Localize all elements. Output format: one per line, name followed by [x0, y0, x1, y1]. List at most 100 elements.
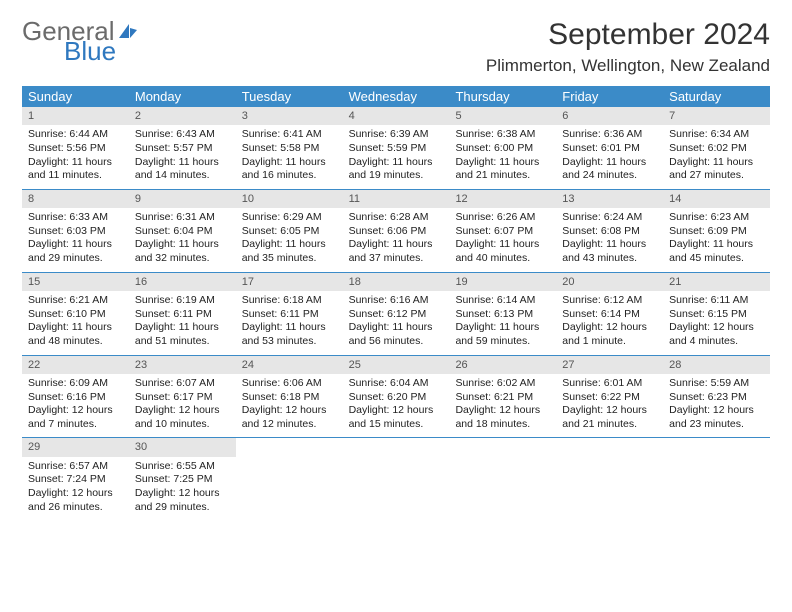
day-cell: 5Sunrise: 6:38 AMSunset: 6:00 PMDaylight… [449, 107, 556, 189]
day-body: Sunrise: 6:28 AMSunset: 6:06 PMDaylight:… [343, 208, 450, 272]
sunset-text: Sunset: 6:23 PM [669, 391, 764, 405]
day-cell: 19Sunrise: 6:14 AMSunset: 6:13 PMDayligh… [449, 273, 556, 355]
day-body: Sunrise: 6:01 AMSunset: 6:22 PMDaylight:… [556, 374, 663, 438]
day-body: Sunrise: 5:59 AMSunset: 6:23 PMDaylight:… [663, 374, 770, 438]
sunset-text: Sunset: 6:12 PM [349, 308, 444, 322]
daylight-text: Daylight: 12 hours and 15 minutes. [349, 404, 444, 431]
week-row: 1Sunrise: 6:44 AMSunset: 5:56 PMDaylight… [22, 107, 770, 190]
day-number: 13 [556, 190, 663, 208]
sunset-text: Sunset: 6:11 PM [242, 308, 337, 322]
day-body: Sunrise: 6:09 AMSunset: 6:16 PMDaylight:… [22, 374, 129, 438]
day-cell: 2Sunrise: 6:43 AMSunset: 5:57 PMDaylight… [129, 107, 236, 189]
day-body: Sunrise: 6:55 AMSunset: 7:25 PMDaylight:… [129, 457, 236, 521]
sunset-text: Sunset: 6:01 PM [562, 142, 657, 156]
day-number: 28 [663, 356, 770, 374]
sunrise-text: Sunrise: 6:16 AM [349, 294, 444, 308]
day-cell: 7Sunrise: 6:34 AMSunset: 6:02 PMDaylight… [663, 107, 770, 189]
sunrise-text: Sunrise: 6:31 AM [135, 211, 230, 225]
day-body: Sunrise: 6:07 AMSunset: 6:17 PMDaylight:… [129, 374, 236, 438]
day-body: Sunrise: 6:04 AMSunset: 6:20 PMDaylight:… [343, 374, 450, 438]
day-cell: 8Sunrise: 6:33 AMSunset: 6:03 PMDaylight… [22, 190, 129, 272]
day-cell: 12Sunrise: 6:26 AMSunset: 6:07 PMDayligh… [449, 190, 556, 272]
sunset-text: Sunset: 6:06 PM [349, 225, 444, 239]
day-body: Sunrise: 6:41 AMSunset: 5:58 PMDaylight:… [236, 125, 343, 189]
daylight-text: Daylight: 12 hours and 7 minutes. [28, 404, 123, 431]
sunset-text: Sunset: 6:17 PM [135, 391, 230, 405]
sunrise-text: Sunrise: 6:41 AM [242, 128, 337, 142]
sunrise-text: Sunrise: 6:07 AM [135, 377, 230, 391]
sunset-text: Sunset: 6:11 PM [135, 308, 230, 322]
day-cell: 17Sunrise: 6:18 AMSunset: 6:11 PMDayligh… [236, 273, 343, 355]
day-body: Sunrise: 6:18 AMSunset: 6:11 PMDaylight:… [236, 291, 343, 355]
day-number: 26 [449, 356, 556, 374]
sunset-text: Sunset: 6:03 PM [28, 225, 123, 239]
sunset-text: Sunset: 6:16 PM [28, 391, 123, 405]
day-cell: 6Sunrise: 6:36 AMSunset: 6:01 PMDaylight… [556, 107, 663, 189]
day-cell: 28Sunrise: 5:59 AMSunset: 6:23 PMDayligh… [663, 356, 770, 438]
empty-cell [556, 438, 663, 520]
weekday-header: Thursday [449, 86, 556, 107]
daylight-text: Daylight: 12 hours and 4 minutes. [669, 321, 764, 348]
day-cell: 13Sunrise: 6:24 AMSunset: 6:08 PMDayligh… [556, 190, 663, 272]
daylight-text: Daylight: 12 hours and 1 minute. [562, 321, 657, 348]
day-body: Sunrise: 6:36 AMSunset: 6:01 PMDaylight:… [556, 125, 663, 189]
day-cell: 20Sunrise: 6:12 AMSunset: 6:14 PMDayligh… [556, 273, 663, 355]
day-number: 19 [449, 273, 556, 291]
day-number: 17 [236, 273, 343, 291]
logo: General Blue [22, 18, 139, 64]
location-subtitle: Plimmerton, Wellington, New Zealand [486, 56, 770, 76]
sunrise-text: Sunrise: 6:39 AM [349, 128, 444, 142]
weekday-header: Tuesday [236, 86, 343, 107]
sunset-text: Sunset: 6:18 PM [242, 391, 337, 405]
day-number: 30 [129, 438, 236, 456]
day-number: 15 [22, 273, 129, 291]
empty-cell [343, 438, 450, 520]
day-body: Sunrise: 6:43 AMSunset: 5:57 PMDaylight:… [129, 125, 236, 189]
sunset-text: Sunset: 5:58 PM [242, 142, 337, 156]
daylight-text: Daylight: 12 hours and 10 minutes. [135, 404, 230, 431]
day-cell: 23Sunrise: 6:07 AMSunset: 6:17 PMDayligh… [129, 356, 236, 438]
daylight-text: Daylight: 12 hours and 18 minutes. [455, 404, 550, 431]
sunset-text: Sunset: 7:25 PM [135, 473, 230, 487]
sunset-text: Sunset: 6:05 PM [242, 225, 337, 239]
day-cell: 10Sunrise: 6:29 AMSunset: 6:05 PMDayligh… [236, 190, 343, 272]
daylight-text: Daylight: 12 hours and 21 minutes. [562, 404, 657, 431]
sunset-text: Sunset: 6:20 PM [349, 391, 444, 405]
weeks-container: 1Sunrise: 6:44 AMSunset: 5:56 PMDaylight… [22, 107, 770, 520]
sunrise-text: Sunrise: 6:33 AM [28, 211, 123, 225]
day-body: Sunrise: 6:29 AMSunset: 6:05 PMDaylight:… [236, 208, 343, 272]
day-number: 9 [129, 190, 236, 208]
week-row: 22Sunrise: 6:09 AMSunset: 6:16 PMDayligh… [22, 356, 770, 439]
day-body: Sunrise: 6:38 AMSunset: 6:00 PMDaylight:… [449, 125, 556, 189]
day-cell: 4Sunrise: 6:39 AMSunset: 5:59 PMDaylight… [343, 107, 450, 189]
sunset-text: Sunset: 6:04 PM [135, 225, 230, 239]
sunset-text: Sunset: 5:57 PM [135, 142, 230, 156]
daylight-text: Daylight: 11 hours and 37 minutes. [349, 238, 444, 265]
day-body: Sunrise: 6:44 AMSunset: 5:56 PMDaylight:… [22, 125, 129, 189]
day-body: Sunrise: 6:21 AMSunset: 6:10 PMDaylight:… [22, 291, 129, 355]
day-number: 21 [663, 273, 770, 291]
logo-text-blue: Blue [64, 38, 139, 64]
day-cell: 18Sunrise: 6:16 AMSunset: 6:12 PMDayligh… [343, 273, 450, 355]
sunrise-text: Sunrise: 6:12 AM [562, 294, 657, 308]
sunrise-text: Sunrise: 6:19 AM [135, 294, 230, 308]
day-body: Sunrise: 6:31 AMSunset: 6:04 PMDaylight:… [129, 208, 236, 272]
day-body: Sunrise: 6:12 AMSunset: 6:14 PMDaylight:… [556, 291, 663, 355]
title-block: September 2024 Plimmerton, Wellington, N… [486, 18, 770, 76]
day-body: Sunrise: 6:24 AMSunset: 6:08 PMDaylight:… [556, 208, 663, 272]
month-title: September 2024 [486, 18, 770, 52]
sunset-text: Sunset: 6:09 PM [669, 225, 764, 239]
sunrise-text: Sunrise: 6:11 AM [669, 294, 764, 308]
day-cell: 24Sunrise: 6:06 AMSunset: 6:18 PMDayligh… [236, 356, 343, 438]
page-header: General Blue September 2024 Plimmerton, … [22, 18, 770, 76]
day-cell: 29Sunrise: 6:57 AMSunset: 7:24 PMDayligh… [22, 438, 129, 520]
daylight-text: Daylight: 11 hours and 51 minutes. [135, 321, 230, 348]
day-body: Sunrise: 6:34 AMSunset: 6:02 PMDaylight:… [663, 125, 770, 189]
sunrise-text: Sunrise: 6:02 AM [455, 377, 550, 391]
day-number: 7 [663, 107, 770, 125]
daylight-text: Daylight: 11 hours and 53 minutes. [242, 321, 337, 348]
week-row: 29Sunrise: 6:57 AMSunset: 7:24 PMDayligh… [22, 438, 770, 520]
week-row: 8Sunrise: 6:33 AMSunset: 6:03 PMDaylight… [22, 190, 770, 273]
day-cell: 25Sunrise: 6:04 AMSunset: 6:20 PMDayligh… [343, 356, 450, 438]
daylight-text: Daylight: 11 hours and 29 minutes. [28, 238, 123, 265]
